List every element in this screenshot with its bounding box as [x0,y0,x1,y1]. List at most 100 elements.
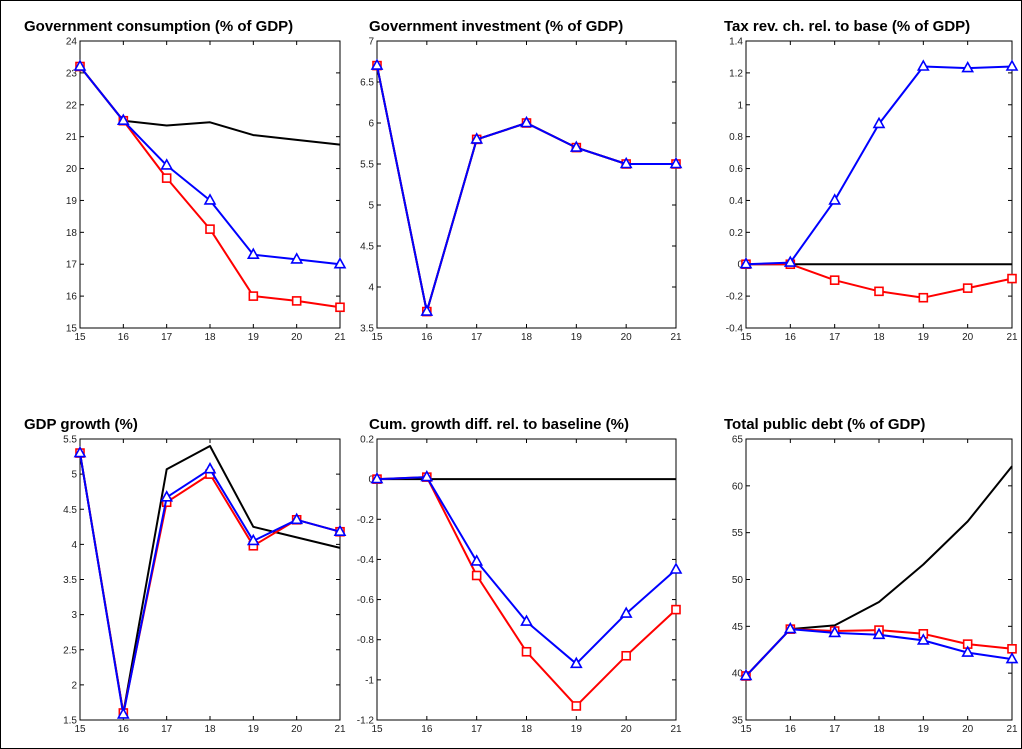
series-line [745,65,1013,266]
y-tick-label: 24 [66,37,78,48]
x-tick-label: 15 [74,724,86,735]
data-point-triangle [116,113,130,125]
series-3-triangle-line [370,469,683,669]
y-tick-label: 5.5 [360,160,374,171]
data-point-triangle [520,614,533,626]
y-tick-label: 0.8 [729,132,743,143]
series-line [79,65,341,309]
x-tick-label: 21 [1006,724,1018,735]
y-tick-label: 0.4 [729,196,743,207]
x-tick-label: 16 [118,332,130,343]
y-tick-label: 55 [732,528,744,539]
y-tick-label: 1 [737,100,743,111]
data-point-square [205,224,215,234]
series-line [79,445,341,714]
data-point-triangle [333,257,347,269]
y-tick-label: 1.4 [729,37,743,48]
x-tick-label: 15 [371,332,383,343]
chart-title: Government investment (% of GDP) [369,18,623,35]
chart-title: Tax rev. ch. rel. to base (% of GDP) [724,18,970,35]
data-point-triangle [872,627,886,640]
data-point-triangle [828,625,842,638]
y-tick-label: -0.6 [357,595,375,606]
y-tick-label: 4.5 [360,242,374,253]
y-tick-label: 3 [71,610,77,621]
chart-panel-2: Government investment (% of GDP) 3.5 4 4.5 5… [360,18,683,343]
data-point-triangle [73,445,87,458]
series-line [79,452,341,716]
y-tick-label: -0.2 [726,292,744,303]
x-tick-label: 16 [421,332,433,343]
x-tick-label: 20 [962,724,974,735]
y-tick-label: 15 [66,324,78,335]
y-tick-label: 19 [66,196,78,207]
x-tick-label: 16 [118,724,130,735]
y-tick-label: 16 [66,292,78,303]
data-point-triangle [370,58,384,70]
data-point-square [471,570,482,581]
x-tick-label: 21 [334,332,346,343]
data-point-triangle [203,193,217,205]
x-tick-label: 21 [334,724,346,735]
y-tick-label: -0.8 [357,635,375,646]
x-tick-label: 18 [873,724,885,735]
series-3-triangle-line [73,59,347,269]
data-point-square [918,292,929,303]
y-tick-label: 60 [732,481,744,492]
y-tick-label: 20 [66,164,78,175]
data-point-triangle [116,707,130,719]
y-tick-label: 4 [71,540,77,551]
chart-panel-1: Government consumption (% of GDP) 15 16 17 1… [24,18,347,343]
y-tick-label: 6 [368,119,374,130]
x-tick-label: 21 [670,724,682,735]
y-tick-label: 0.2 [360,435,374,446]
plot-area [79,438,341,721]
series-line [79,452,341,714]
x-tick-label: 19 [918,332,930,343]
data-point-triangle [520,115,533,128]
data-point-square [874,286,884,297]
data-point-triangle [1005,651,1019,664]
series-1-line [79,65,341,146]
data-point-triangle [872,116,886,129]
x-tick-label: 17 [161,724,173,735]
chart-panel-4: GDP growth (%) 1.5 2 2.5 3 3.5 4 4.5 5 5.5 15 16 17 1… [24,416,347,735]
plot-area [745,438,1013,721]
data-point-square [248,291,259,301]
x-tick-label: 20 [621,724,633,735]
x-tick-label: 19 [248,332,260,343]
data-point-triangle [569,656,583,669]
data-point-triangle [619,156,633,169]
series-2-square-line [372,472,681,711]
plot-area [79,40,341,329]
y-tick-label: 40 [732,669,744,680]
y-tick-label: 0 [368,475,374,486]
chart-title: Government consumption (% of GDP) [24,18,293,35]
data-point-square [161,173,172,183]
data-point-triangle [470,132,484,144]
x-tick-label: 18 [204,724,216,735]
y-tick-label: 23 [66,68,78,79]
series-line [79,65,341,146]
y-tick-label: 0.2 [729,228,743,239]
y-tick-label: 6.5 [360,78,374,89]
y-tick-label: 3.5 [63,575,77,586]
y-tick-label: 65 [732,435,744,446]
x-tick-label: 20 [621,332,633,343]
series-3-triangle-line [73,445,347,719]
x-tick-label: 16 [421,724,433,735]
chart-title: Cum. growth diff. rel. to baseline (%) [369,416,629,433]
x-tick-label: 17 [471,332,483,343]
data-point-square [962,283,973,293]
series-3-triangle-line [739,59,1019,269]
series-line [376,476,677,665]
x-tick-label: 21 [1006,332,1018,343]
data-point-triangle [961,60,975,73]
x-tick-label: 18 [204,332,216,343]
x-tick-label: 15 [740,332,752,343]
y-tick-label: 5 [368,201,374,212]
data-point-triangle [916,633,930,645]
x-tick-label: 20 [291,332,303,343]
data-point-triangle [73,59,87,71]
series-line [376,65,676,313]
